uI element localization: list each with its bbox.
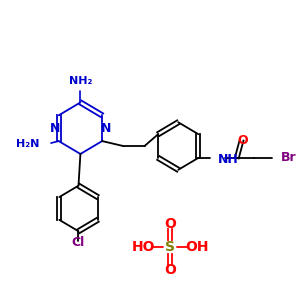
Text: N: N <box>101 122 111 135</box>
Text: N: N <box>50 122 60 135</box>
Text: Cl: Cl <box>72 236 85 249</box>
Text: NH₂: NH₂ <box>69 76 92 85</box>
Text: O: O <box>164 263 176 277</box>
Text: H₂N: H₂N <box>16 139 39 149</box>
Text: OH: OH <box>185 240 209 254</box>
Text: S: S <box>165 240 175 254</box>
Text: O: O <box>237 134 248 147</box>
Text: Br: Br <box>281 152 297 164</box>
Text: NH: NH <box>218 153 238 167</box>
Text: HO: HO <box>131 240 155 254</box>
Text: O: O <box>164 217 176 231</box>
